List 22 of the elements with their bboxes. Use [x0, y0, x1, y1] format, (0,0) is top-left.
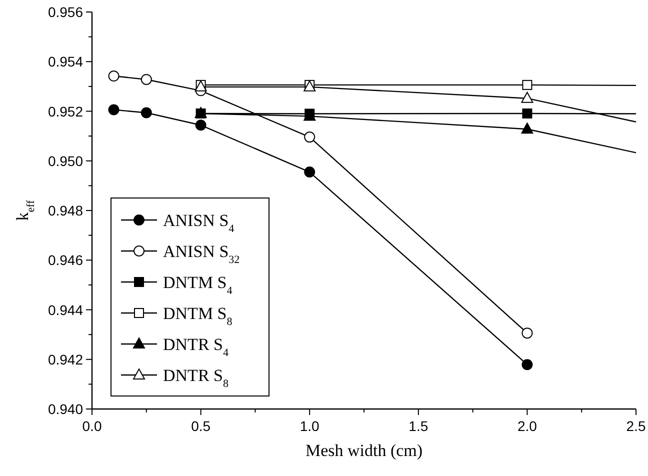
- y-tick-label: 0.954: [48, 54, 84, 70]
- y-tick-label: 0.952: [48, 103, 84, 120]
- y-tick-label: 0.956: [48, 4, 84, 20]
- legend-label: DNTM S$_{8}$: [163, 304, 233, 328]
- y-tick-label: 0.940: [48, 401, 84, 417]
- y-tick-label: 0.948: [48, 202, 84, 218]
- legend-label: DNTR S$_{4}$: [163, 335, 229, 359]
- y-tick-label: 0.944: [48, 302, 84, 318]
- x-tick-label: 2.0: [517, 418, 538, 434]
- legend-label: ANISN S$_{32}$: [163, 242, 240, 266]
- legend-label: DNTR S$_{8}$: [163, 366, 229, 390]
- legend-label: DNTM S$_{4}$: [163, 273, 233, 297]
- x-axis-title: Mesh width (cm): [305, 441, 423, 460]
- x-tick-label: 2.5: [626, 418, 646, 434]
- legend-label: ANISN S$_{4}$: [163, 211, 235, 235]
- x-tick-label: 0.5: [191, 418, 211, 434]
- y-tick-label: 0.950: [48, 152, 84, 169]
- x-tick-label: 1.0: [300, 418, 320, 434]
- y-tick-label: 0.946: [48, 252, 84, 268]
- y-tick-label: 0.942: [48, 351, 84, 368]
- x-tick-label: 1.5: [408, 418, 428, 434]
- x-tick-label: 0.0: [82, 418, 102, 434]
